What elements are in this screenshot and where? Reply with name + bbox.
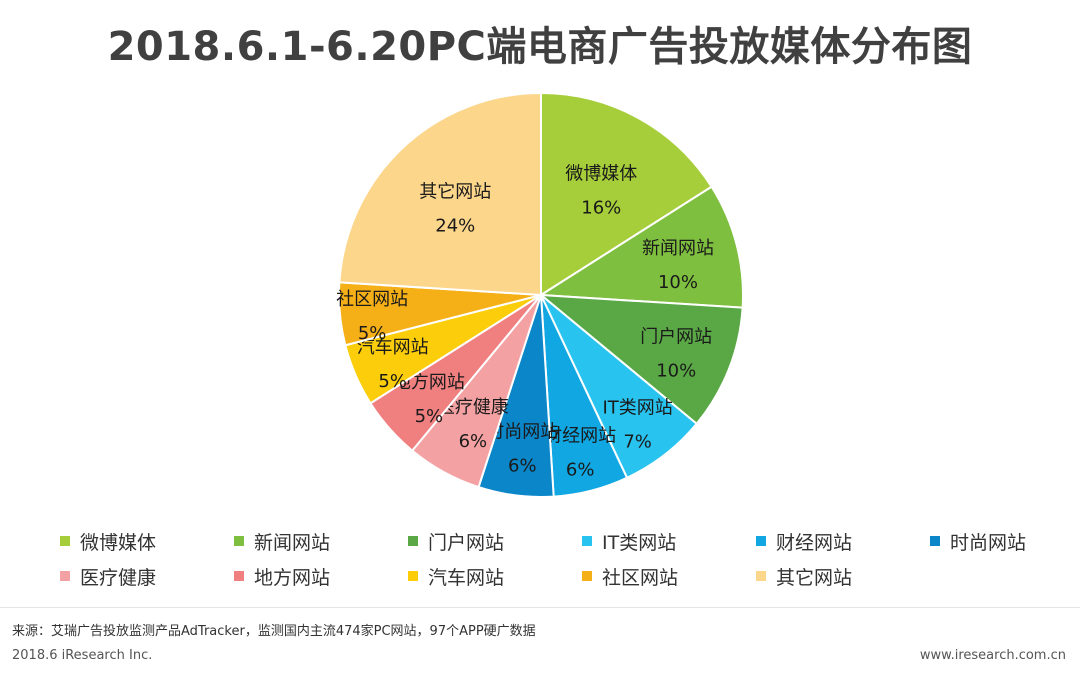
slice-name-label: 财经网站 — [544, 426, 616, 447]
slice-value-label: 10% — [656, 361, 696, 382]
legend-item: 地方网站 — [234, 563, 330, 589]
slice-name-label: 社区网站 — [336, 289, 408, 310]
legend-item: 医疗健康 — [60, 563, 156, 589]
slice-value-label: 16% — [581, 197, 621, 218]
legend-label: 新闻网站 — [254, 531, 331, 554]
legend-swatch — [234, 536, 244, 546]
legend-item: 门户网站 — [408, 528, 504, 554]
legend-item: 其它网站 — [756, 563, 852, 589]
legend-item: 汽车网站 — [408, 563, 504, 589]
pie-chart: 微博媒体16%新闻网站10%门户网站10%IT类网站7%财经网站6%时尚网站6%… — [336, 91, 744, 498]
legend-label: 社区网站 — [602, 566, 679, 589]
slice-value-label: 5% — [358, 323, 387, 344]
slice-value-label: 6% — [508, 455, 537, 476]
legend-swatch — [582, 536, 592, 546]
legend-swatch — [756, 536, 766, 546]
slice-value-label: 5% — [415, 406, 444, 427]
legend-label: 汽车网站 — [428, 566, 505, 589]
legend-item: 微博媒体 — [60, 528, 156, 554]
slice-name-label: 新闻网站 — [642, 238, 714, 259]
slice-name-label: 汽车网站 — [357, 337, 429, 358]
slice-name-label: 其它网站 — [419, 182, 491, 203]
slice-name-label: 门户网站 — [640, 327, 712, 348]
slice-name-label: IT类网站 — [602, 398, 672, 419]
legend-swatch — [756, 571, 766, 581]
legend-swatch — [582, 571, 592, 581]
legend-label: IT类网站 — [602, 531, 677, 554]
legend-item: 新闻网站 — [234, 528, 330, 554]
slice-name-label: 医疗健康 — [437, 397, 509, 418]
legend-swatch — [930, 536, 940, 546]
legend-item: 社区网站 — [582, 563, 678, 589]
slice-value-label: 6% — [566, 460, 595, 481]
legend-swatch — [234, 571, 244, 581]
pie-slice — [338, 91, 542, 297]
pie-slice — [537, 185, 744, 309]
legend-swatch — [60, 536, 70, 546]
legend-swatch — [408, 536, 418, 546]
slice-value-label: 10% — [658, 272, 698, 293]
footer-divider — [0, 607, 1080, 608]
footer-website: www.iresearch.com.cn — [919, 648, 1066, 663]
slice-value-label: 7% — [623, 432, 652, 453]
legend-swatch — [408, 571, 418, 581]
legend-item: 时尚网站 — [930, 528, 1026, 554]
legend-label: 门户网站 — [428, 531, 505, 554]
legend-label: 财经网站 — [776, 531, 853, 554]
slice-name-label: 微博媒体 — [565, 163, 637, 184]
footer-source: 来源：艾瑞广告投放监测产品AdTracker，监测国内主流474家PC网站，97… — [12, 624, 536, 639]
slice-value-label: 5% — [378, 371, 407, 392]
slice-value-label: 24% — [435, 216, 475, 237]
pie-slice — [537, 293, 744, 426]
legend-label: 其它网站 — [776, 566, 853, 589]
slice-value-label: 6% — [459, 431, 488, 452]
pie-slice — [540, 91, 713, 297]
legend-label: 时尚网站 — [950, 531, 1027, 554]
legend-item: IT类网站 — [582, 528, 676, 554]
legend-label: 医疗健康 — [80, 566, 157, 589]
chart-title: 2018.6.1-6.20PC端电商广告投放媒体分布图 — [107, 24, 973, 70]
legend-label: 地方网站 — [254, 566, 331, 589]
footer-copyright: 2018.6 iResearch Inc. — [12, 648, 153, 663]
legend-item: 财经网站 — [756, 528, 852, 554]
slice-name-label: 时尚网站 — [486, 421, 558, 442]
legend-label: 微博媒体 — [80, 531, 157, 554]
legend-swatch — [60, 571, 70, 581]
